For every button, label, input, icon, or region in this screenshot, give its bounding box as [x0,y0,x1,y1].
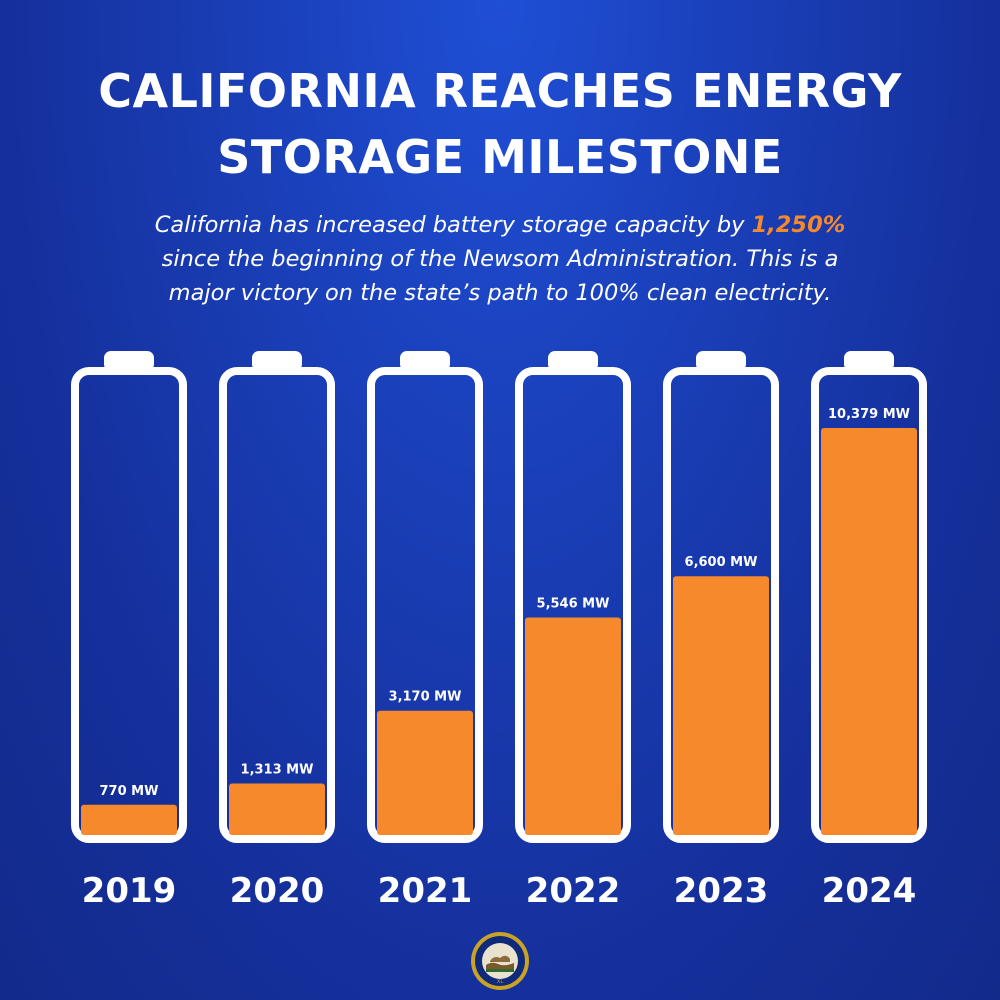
battery-outline-2019 [71,367,187,843]
battery-outline-2020 [219,367,335,843]
subtitle-line-1: California has increased battery storage… [60,208,940,242]
headline: CALIFORNIA REACHES ENERGY STORAGE MILEST… [0,58,1000,190]
value-label-2024: 10,379 MW [828,407,910,422]
value-label-2023: 6,600 MW [685,555,758,570]
battery-outline-2023 [663,367,779,843]
category-label-2024: 2024 [822,871,917,911]
value-label-2019: 770 MW [100,784,159,799]
category-label-2023: 2023 [674,871,769,911]
bar-fill-2020 [229,783,325,835]
battery-outline-2021 [367,367,483,843]
category-label-2020: 2020 [230,871,325,911]
value-label-2022: 5,546 MW [537,597,610,612]
headline-line-1: CALIFORNIA REACHES ENERGY [98,64,902,118]
bar-fill-2024 [821,428,917,835]
subtitle: California has increased battery storage… [60,208,940,310]
subtitle-highlight-percent: 1,250% [751,212,846,238]
battery-cap-2022 [548,351,598,371]
bar-fill-2021 [377,710,473,835]
headline-line-2: STORAGE MILESTONE [217,130,783,184]
bar-fill-2022 [525,617,621,835]
value-label-2021: 3,170 MW [389,690,462,705]
battery-cap-2021 [400,351,450,371]
battery-cap-2023 [696,351,746,371]
category-label-2019: 2019 [82,871,177,911]
category-label-2022: 2022 [526,871,621,911]
battery-cap-2019 [104,351,154,371]
battery-cap-2024 [844,351,894,371]
subtitle-line-3: major victory on the state’s path to 100… [168,280,832,306]
subtitle-line-2: since the beginning of the Newsom Admini… [161,246,839,272]
svg-text:XL: XL [497,979,503,985]
category-label-2021: 2021 [378,871,473,911]
battery-cap-2020 [252,351,302,371]
battery-outline-2024 [811,367,927,843]
battery-outline-2022 [515,367,631,843]
bar-fill-2019 [81,804,177,835]
value-label-2020: 1,313 MW [241,763,314,778]
governor-seal-icon: XL [471,932,529,990]
subtitle-line-1-text: California has increased battery storage… [154,212,752,238]
bar-fill-2023 [673,576,769,835]
